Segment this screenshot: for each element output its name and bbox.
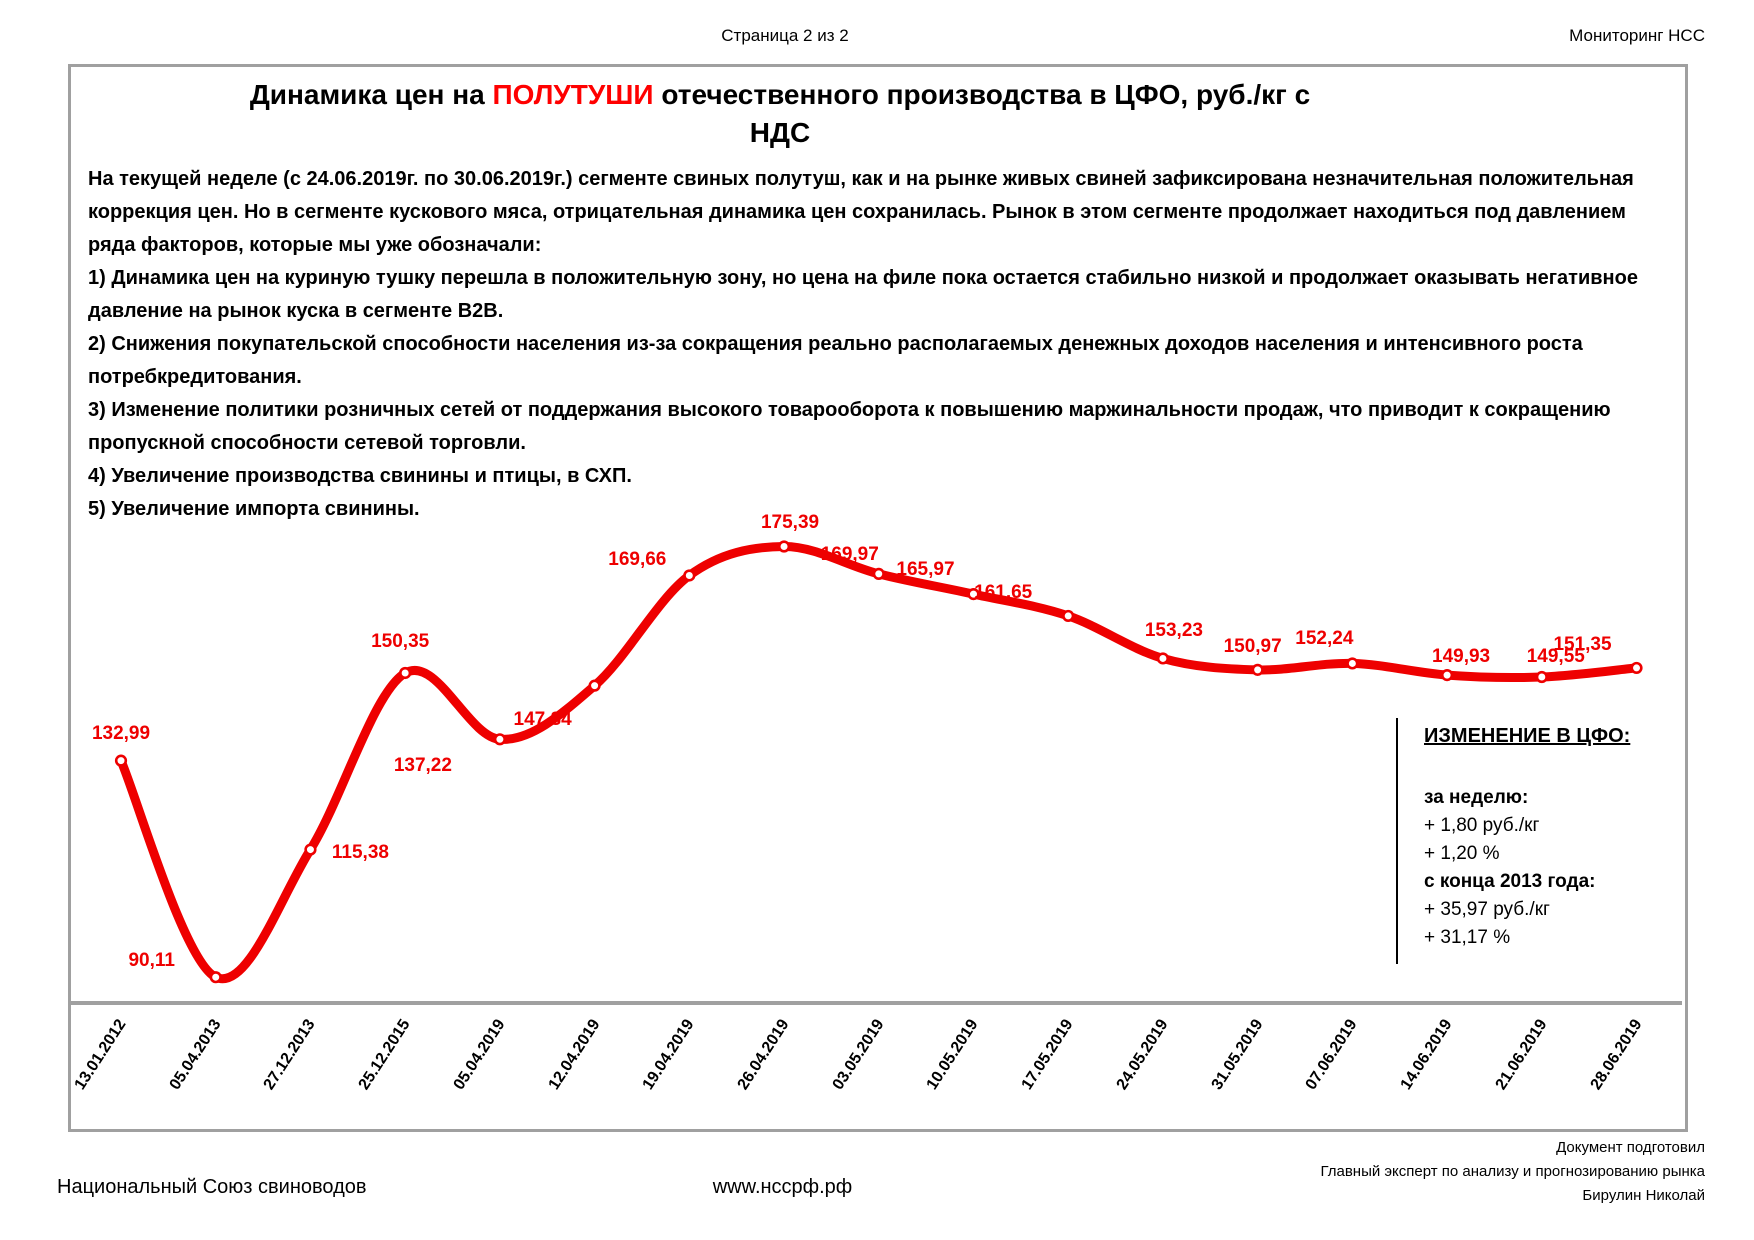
point-value-label: 175,39	[760, 511, 820, 533]
website-link[interactable]: www.нссрф.рф	[712, 1176, 853, 1198]
document-author-block: Документ подготовил Главный эксперт по ан…	[1320, 1136, 1705, 1208]
monitoring-label: Мониторинг НСС	[1569, 26, 1705, 45]
point-value-label: 115,38	[331, 841, 389, 863]
change-panel-line: за неделю:	[1424, 787, 1529, 808]
change-panel-line: с конца 2013 года:	[1424, 871, 1596, 892]
point-value-label: 149,55	[1526, 646, 1585, 668]
point-value-label: 161,65	[974, 581, 1033, 603]
chart-title: Динамика цен на ПОЛУТУШИ отечественного …	[200, 76, 1360, 152]
commentary-paragraph: 3) Изменение политики розничных сетей от…	[88, 399, 1611, 454]
commentary-block: На текущей неделе (с 24.06.2019г. по 30.…	[88, 163, 1676, 526]
author-line: Главный эксперт по анализу и прогнозиров…	[1320, 1163, 1705, 1180]
commentary-paragraph: 1) Динамика цен на куриную тушку перешла…	[88, 267, 1638, 322]
title-text-post: отечественного производства в ЦФО, руб./…	[653, 79, 1311, 110]
change-panel-line: + 35,97 руб./кг	[1424, 899, 1550, 920]
x-axis-line	[71, 1001, 1682, 1005]
commentary-paragraph: На текущей неделе (с 24.06.2019г. по 30.…	[88, 168, 1634, 256]
commentary-paragraph: 5) Увеличение импорта свинины.	[88, 498, 420, 520]
commentary-paragraph: 2) Снижения покупательской способности н…	[88, 333, 1583, 388]
change-panel-line: + 1,20 %	[1424, 843, 1500, 864]
change-panel: ИЗМЕНЕНИЕ В ЦФО: за неделю: + 1,80 руб./к…	[1424, 722, 1630, 952]
commentary-paragraph: 4) Увеличение производства свинины и пти…	[88, 465, 632, 487]
change-panel-lines: за неделю: + 1,80 руб./кг + 1,20 % с конца …	[1424, 784, 1630, 952]
point-value-label: 151,35	[1553, 633, 1612, 655]
point-value-label: 150,97	[1223, 635, 1282, 657]
point-value-label: 153,23	[1144, 620, 1203, 642]
organization-name: Национальный Союз свиноводов	[57, 1176, 367, 1198]
annotation-divider	[1396, 718, 1398, 964]
point-value-label: 137,22	[393, 755, 452, 777]
change-panel-line: + 1,80 руб./кг	[1424, 815, 1540, 836]
title-text-pre: Динамика цен на	[249, 79, 493, 110]
title-line2: НДС	[749, 117, 811, 148]
point-value-label: 132,99	[91, 722, 151, 744]
point-value-label: 152,24	[1295, 628, 1354, 650]
change-panel-line: + 31,17 %	[1424, 927, 1511, 948]
author-line: Документ подготовил	[1556, 1139, 1705, 1156]
change-panel-title: ИЗМЕНЕНИЕ В ЦФО:	[1424, 725, 1631, 747]
point-value-label: 90,11	[128, 950, 175, 972]
point-value-label: 147,84	[513, 708, 572, 730]
point-value-label: 149,93	[1432, 646, 1491, 668]
page-number: Страница 2 из 2	[721, 26, 849, 45]
author-line: Бирулин Николай	[1582, 1187, 1705, 1204]
report-frame	[68, 64, 1688, 1132]
point-value-label: 165,97	[896, 559, 955, 581]
point-value-label: 169,97	[820, 543, 879, 565]
title-highlight: ПОЛУТУШИ	[492, 79, 654, 110]
point-value-label: 150,35	[371, 630, 430, 652]
point-value-label: 169,66	[608, 549, 667, 571]
